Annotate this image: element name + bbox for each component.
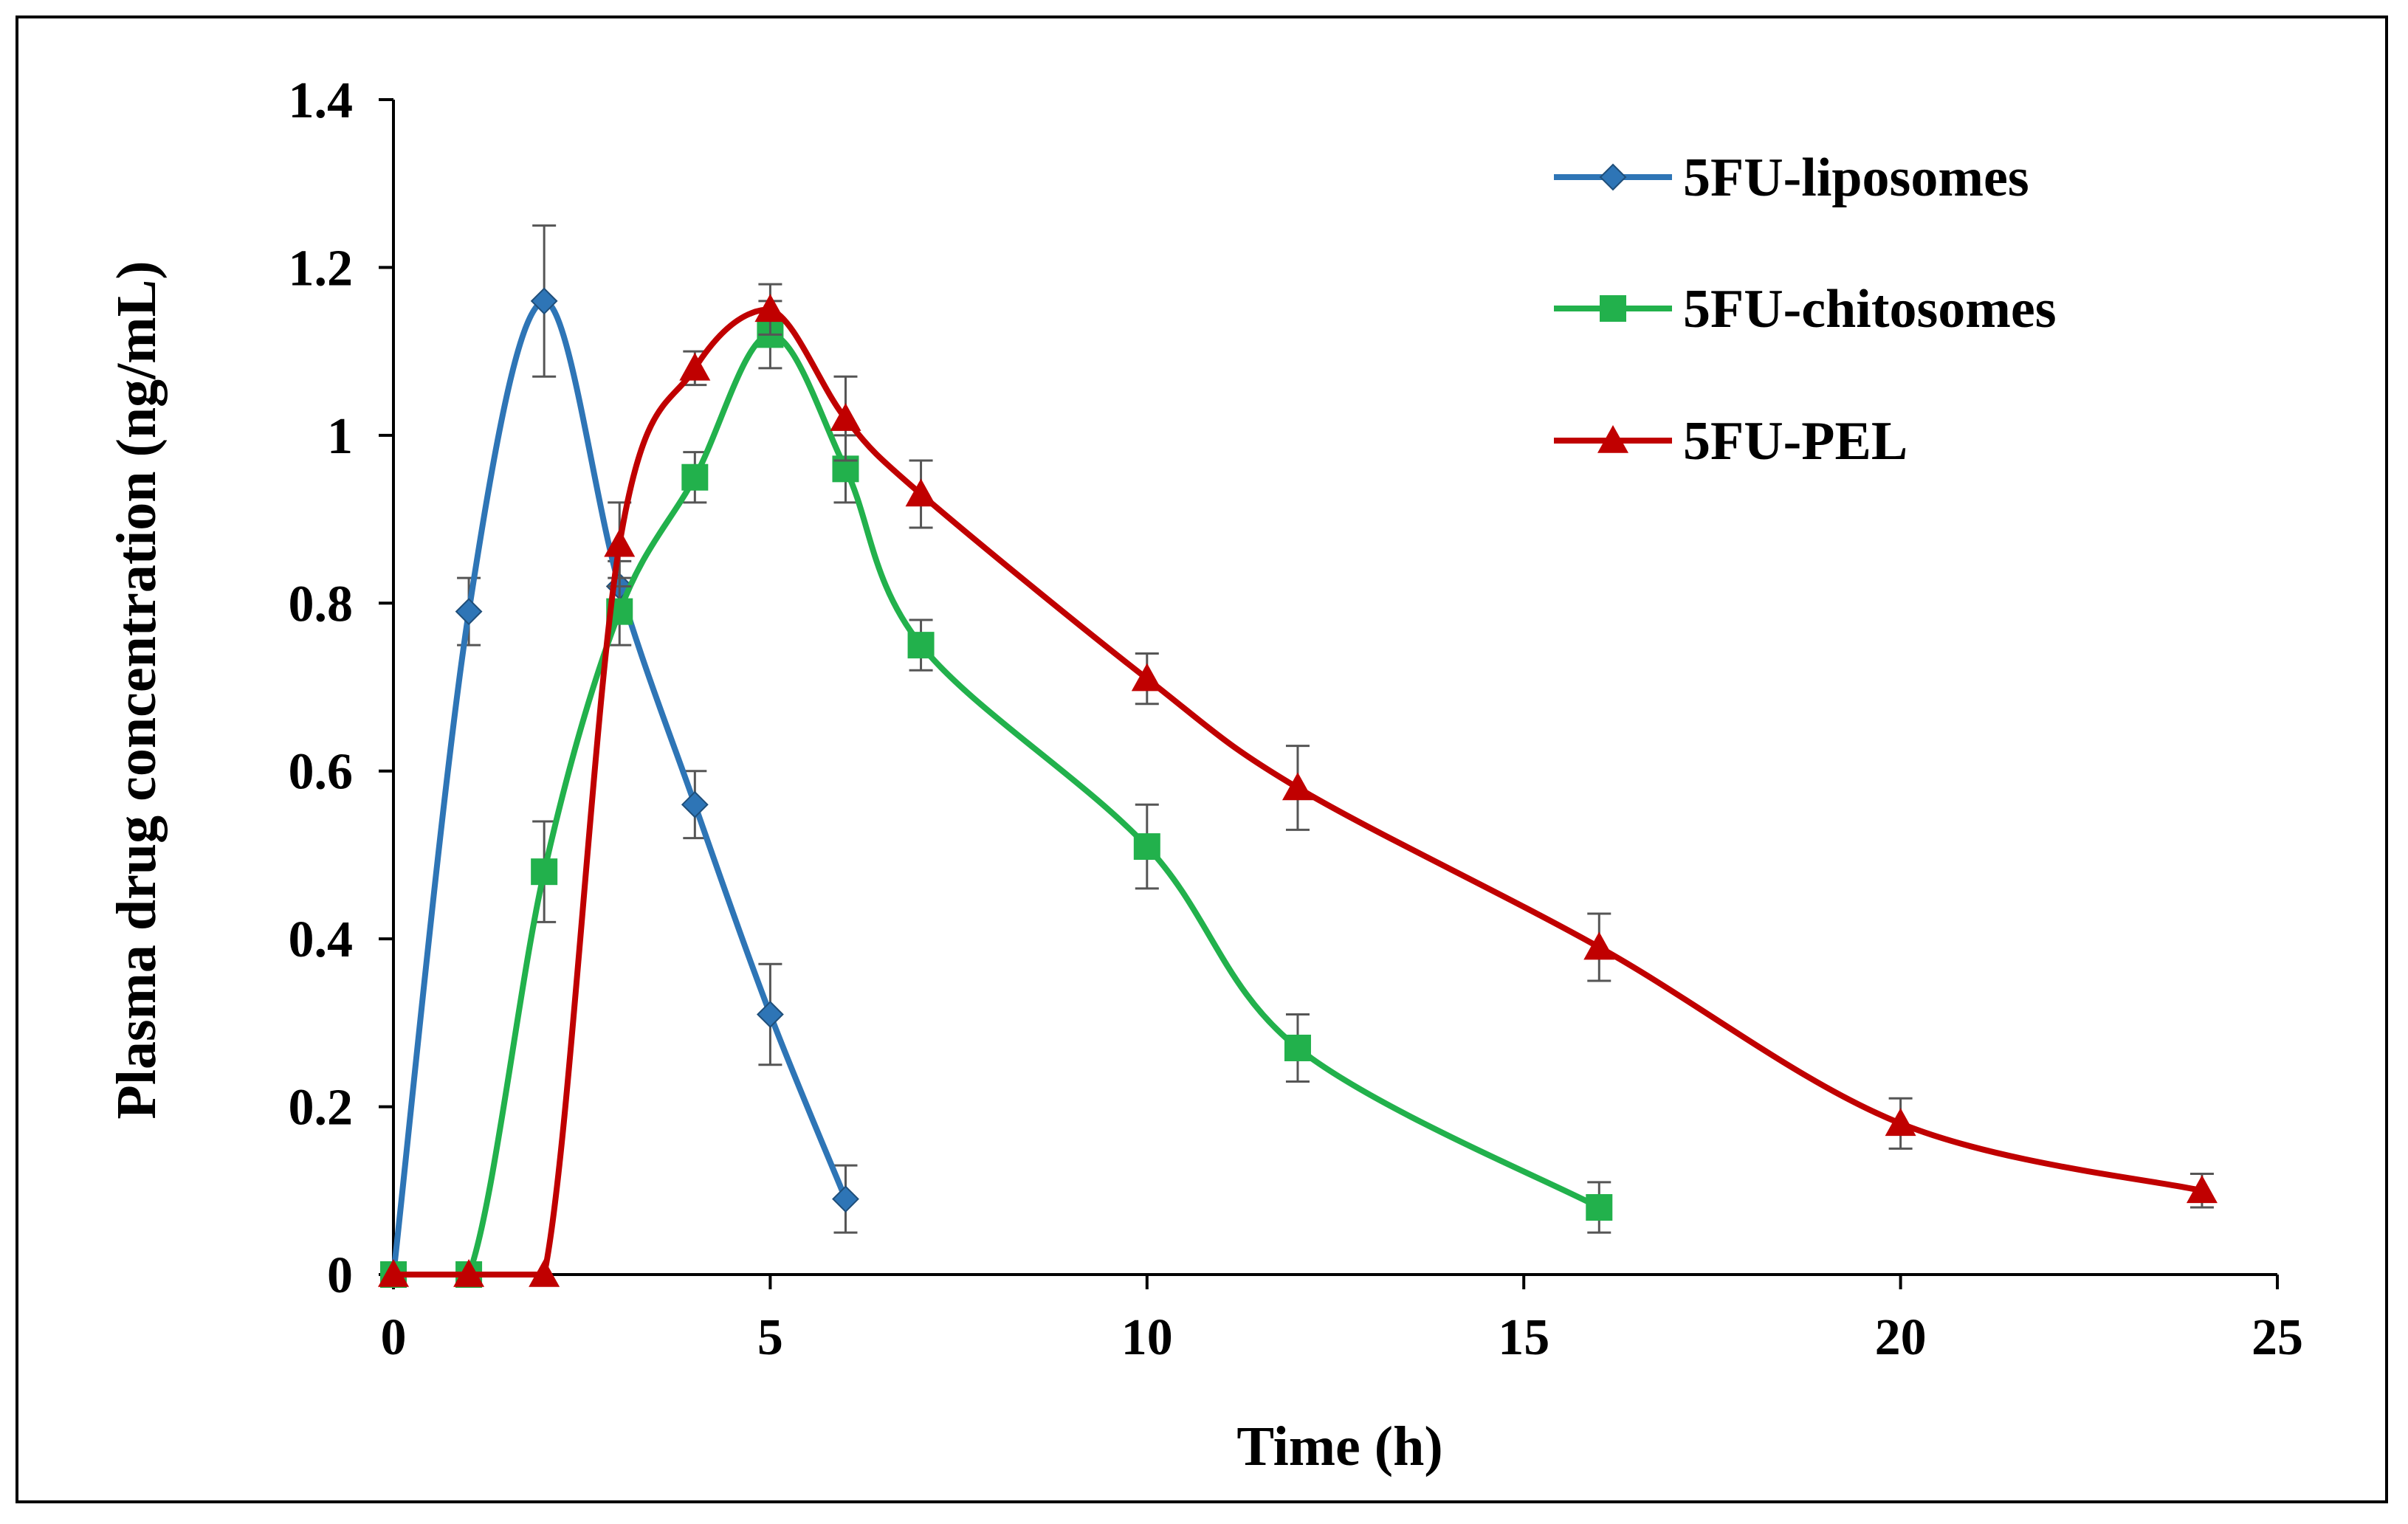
data-point-5fu-pel: [905, 478, 937, 507]
data-point-5fu-liposomes: [832, 1185, 859, 1213]
data-point-5fu-chitosomes: [1133, 833, 1160, 861]
legend-item-5fu-pel: 5FU-PEL: [1554, 411, 1908, 472]
series-layer: [378, 224, 2218, 1289]
data-point-5fu-pel: [830, 403, 861, 431]
series-line-5fu-chitosomes: [391, 331, 1603, 1278]
data-point-5fu-chitosomes: [531, 858, 558, 886]
x-tick-label: 15: [1498, 1309, 1549, 1366]
legend-marker-5fu-pel: [1597, 425, 1628, 453]
legend: 5FU-liposomes 5FU-chitosomes 5FU-PEL: [1554, 148, 2057, 472]
data-point-5fu-liposomes: [455, 598, 483, 626]
series-5fu-liposomes: [379, 224, 859, 1289]
y-tick-label: 0: [327, 1247, 353, 1304]
legend-item-5fu-liposomes: 5FU-liposomes: [1554, 148, 2029, 208]
y-tick-label: 0.4: [289, 911, 354, 968]
data-point-5fu-chitosomes: [1284, 1034, 1311, 1061]
data-point-5fu-pel: [453, 1259, 485, 1287]
data-point-5fu-pel: [1583, 931, 1615, 960]
chart-frame: [16, 15, 2388, 1503]
data-point-5fu-pel: [378, 1259, 409, 1287]
y-tick-label: 1: [327, 408, 353, 465]
data-point-5fu-chitosomes: [1586, 1194, 1613, 1221]
series-line-5fu-liposomes: [391, 297, 849, 1278]
data-point-5fu-liposomes: [756, 1001, 784, 1028]
legend-marker-5fu-liposomes: [1599, 163, 1627, 191]
data-point-5fu-liposomes: [530, 287, 558, 315]
legend-label: 5FU-liposomes: [1683, 148, 2029, 208]
series-line-5fu-pel: [391, 306, 2205, 1278]
data-point-5fu-pel: [679, 352, 711, 381]
legend-label: 5FU-PEL: [1683, 411, 1908, 472]
data-point-5fu-pel: [2186, 1175, 2218, 1204]
x-tick-label: 20: [1875, 1309, 1927, 1366]
y-tick-label: 1.4: [289, 72, 354, 129]
data-point-5fu-chitosomes: [907, 632, 935, 659]
x-tick-label: 5: [757, 1309, 783, 1366]
series-5fu-pel: [378, 283, 2218, 1287]
y-tick-label: 1.2: [289, 240, 354, 297]
data-point-5fu-pel: [1131, 663, 1163, 692]
legend-marker-5fu-chitosomes: [1600, 295, 1626, 322]
data-point-5fu-pel: [1885, 1108, 1916, 1137]
legend-label: 5FU-chitosomes: [1683, 279, 2057, 339]
x-tick-label: 0: [381, 1309, 407, 1366]
axes: 0 5 10 15 20 25 0 0.2 0.4 0.6 0.8 1 1.2 1.4: [289, 72, 2304, 1366]
data-point-5fu-chitosomes: [681, 463, 709, 491]
x-tick-label: 10: [1121, 1309, 1173, 1366]
data-point-5fu-pel: [754, 294, 786, 323]
data-point-5fu-pel: [1282, 772, 1313, 801]
x-tick-label: 25: [2252, 1309, 2303, 1366]
y-tick-label: 0.6: [289, 744, 354, 801]
data-point-5fu-pel: [529, 1259, 560, 1287]
x-axis-title: Time (h): [1236, 1416, 1442, 1478]
data-point-5fu-liposomes: [681, 790, 709, 818]
data-point-5fu-pel: [604, 528, 636, 557]
y-tick-label: 0.8: [289, 576, 354, 632]
y-axis-title: Plasma drug concentration (ng/mL): [106, 261, 168, 1119]
y-tick-label: 0.2: [289, 1080, 354, 1137]
legend-item-5fu-chitosomes: 5FU-chitosomes: [1554, 279, 2057, 339]
